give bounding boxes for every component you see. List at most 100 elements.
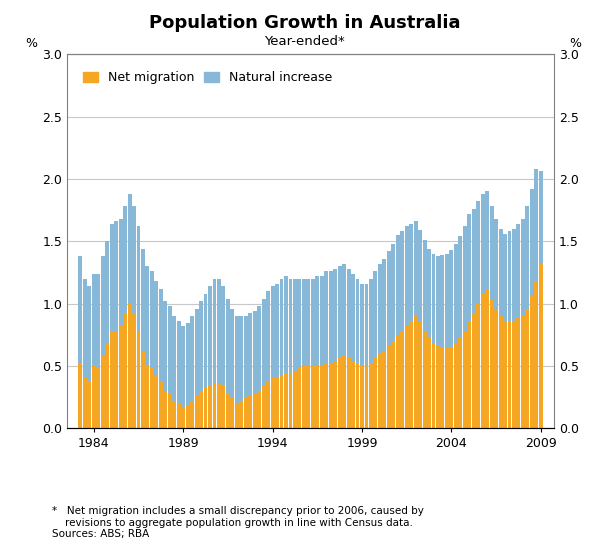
Bar	[101, 356, 105, 428]
Bar	[387, 346, 391, 428]
Bar	[539, 171, 543, 263]
Bar	[382, 351, 386, 428]
Bar	[302, 366, 306, 428]
Bar	[418, 230, 422, 322]
Bar	[396, 235, 400, 334]
Bar	[440, 347, 445, 428]
Bar	[414, 316, 418, 428]
Bar	[382, 259, 386, 351]
Bar	[289, 279, 292, 373]
Bar	[208, 286, 212, 386]
Bar	[163, 391, 167, 428]
Bar	[396, 334, 400, 428]
Bar	[96, 274, 100, 369]
Bar	[136, 226, 141, 331]
Bar	[347, 358, 351, 428]
Bar	[83, 279, 87, 378]
Bar	[262, 386, 266, 428]
Bar	[356, 279, 359, 363]
Bar	[293, 279, 297, 371]
Bar	[463, 226, 466, 331]
Bar	[239, 401, 243, 428]
Bar	[150, 271, 154, 369]
Bar	[530, 189, 534, 296]
Text: %: %	[569, 37, 581, 50]
Bar	[239, 316, 243, 401]
Bar	[373, 358, 378, 428]
Bar	[244, 398, 248, 428]
Bar	[405, 226, 409, 326]
Bar	[172, 401, 176, 428]
Bar	[409, 224, 413, 321]
Bar	[324, 363, 328, 428]
Bar	[141, 351, 145, 428]
Bar	[445, 349, 449, 428]
Bar	[284, 276, 288, 373]
Bar	[423, 331, 426, 428]
Bar	[333, 361, 337, 428]
Bar	[454, 244, 458, 344]
Bar	[454, 344, 458, 428]
Bar	[195, 396, 199, 428]
Bar	[459, 236, 462, 338]
Bar	[485, 191, 489, 288]
Bar	[284, 373, 288, 428]
Bar	[392, 341, 395, 428]
Bar	[423, 240, 426, 331]
Bar	[432, 344, 435, 428]
Bar	[499, 316, 502, 428]
Bar	[123, 313, 127, 428]
Bar	[83, 378, 87, 428]
Bar	[213, 279, 216, 383]
Bar	[266, 291, 270, 381]
Bar	[369, 363, 373, 428]
Bar	[516, 319, 520, 428]
Bar	[507, 231, 512, 321]
Bar	[445, 254, 449, 349]
Bar	[110, 224, 114, 331]
Bar	[503, 234, 507, 321]
Bar	[539, 263, 543, 428]
Bar	[87, 286, 91, 381]
Bar	[217, 383, 221, 428]
Bar	[315, 366, 319, 428]
Bar	[226, 299, 230, 393]
Bar	[490, 299, 493, 428]
Bar	[203, 294, 208, 388]
Bar	[342, 356, 346, 428]
Bar	[449, 250, 453, 347]
Bar	[203, 388, 208, 428]
Bar	[275, 283, 279, 378]
Bar	[494, 308, 498, 428]
Bar	[230, 398, 234, 428]
Bar	[199, 301, 203, 391]
Bar	[481, 194, 485, 294]
Bar	[507, 321, 512, 428]
Text: *   Net migration includes a small discrepancy prior to 2006, caused by
    revi: * Net migration includes a small discrep…	[52, 506, 424, 539]
Bar	[526, 207, 529, 308]
Bar	[289, 373, 292, 428]
Bar	[181, 326, 185, 408]
Bar	[159, 288, 163, 381]
Bar	[168, 306, 172, 393]
Bar	[297, 369, 301, 428]
Bar	[235, 316, 239, 403]
Bar	[208, 386, 212, 428]
Bar	[481, 294, 485, 428]
Bar	[347, 269, 351, 358]
Bar	[96, 369, 100, 428]
Bar	[297, 279, 301, 369]
Bar	[177, 403, 181, 428]
Bar	[132, 207, 136, 313]
Bar	[512, 321, 516, 428]
Bar	[195, 308, 199, 396]
Bar	[186, 324, 189, 406]
Bar	[440, 255, 445, 347]
Bar	[222, 386, 225, 428]
Bar	[222, 286, 225, 386]
Bar	[311, 366, 315, 428]
Bar	[293, 371, 297, 428]
Bar	[499, 229, 502, 316]
Bar	[373, 271, 378, 358]
Bar	[476, 201, 480, 304]
